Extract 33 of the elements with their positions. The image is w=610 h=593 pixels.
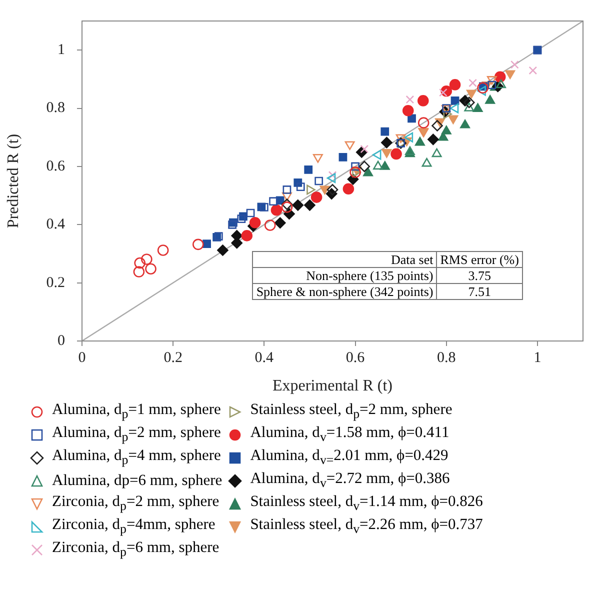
legend-label: Alumina, d$_{v}$=1.58 mm, ϕ=0.411 — [250, 424, 450, 446]
y-axis-title: Predicted R (t) — [4, 134, 22, 228]
y-tick-label: 0.4 — [46, 216, 66, 233]
legend-label: Zirconia, d$_{p}$=2 mm, sphere — [52, 492, 220, 514]
x-tick-label: 0.6 — [346, 350, 366, 366]
legend-label: Zirconia, d$_{p}$=6 mm, sphere — [52, 538, 220, 560]
y-tick-label: 0 — [58, 332, 65, 349]
annotation: Data set — [252, 252, 437, 268]
legend-label: Alumina, d$_{p}$=1 mm, sphere — [52, 400, 221, 422]
x-tick-label: 0.2 — [164, 350, 182, 366]
annotation: RMS error (%) — [436, 252, 522, 268]
legend-label: Alumina, dp=6 mm, sphere — [52, 472, 222, 490]
y-tick-label: 1 — [58, 42, 65, 58]
y-tick-label: 0.6 — [46, 158, 66, 174]
annotation: Sphere & non-sphere (342 points) — [252, 284, 437, 300]
x-tick-label: 1 — [534, 350, 542, 366]
legend-label: Alumina, d$_{v}$=2.72 mm, ϕ=0.386 — [250, 470, 450, 492]
x-tick-label: 0.8 — [436, 350, 456, 366]
legend-label: Stainless steel, d$_{p}$=2 mm, sphere — [250, 400, 452, 422]
x-tick-label: 0 — [78, 350, 86, 366]
legend-label: Alumina, d$_{p}$=2 mm, sphere — [52, 424, 221, 446]
annotation: 7.51 — [436, 284, 522, 300]
y-tick-label: 0.2 — [46, 274, 65, 291]
annotation: 3.75 — [436, 268, 522, 284]
legend-label: Stainless steel, d$_{v}$=1.14 mm, ϕ=0.826 — [250, 492, 483, 514]
legend-label: Zirconia, d$_{p}$=4mm, sphere — [52, 516, 216, 538]
x-axis-title: Experimental R (t) — [272, 378, 392, 395]
legend-label: Alumina, d$_{p}$=4 mm, sphere — [52, 446, 221, 468]
y-tick-label: 0.8 — [46, 100, 65, 116]
annotation: Non-sphere (135 points) — [252, 268, 437, 284]
legend-label: Stainless steel, d$_{v}$=2.26 mm, ϕ=0.737 — [250, 516, 483, 538]
legend-label: Alumina, d$_{v=}$2.01 mm, ϕ=0.429 — [250, 446, 448, 468]
x-tick-label: 0.4 — [254, 350, 274, 366]
